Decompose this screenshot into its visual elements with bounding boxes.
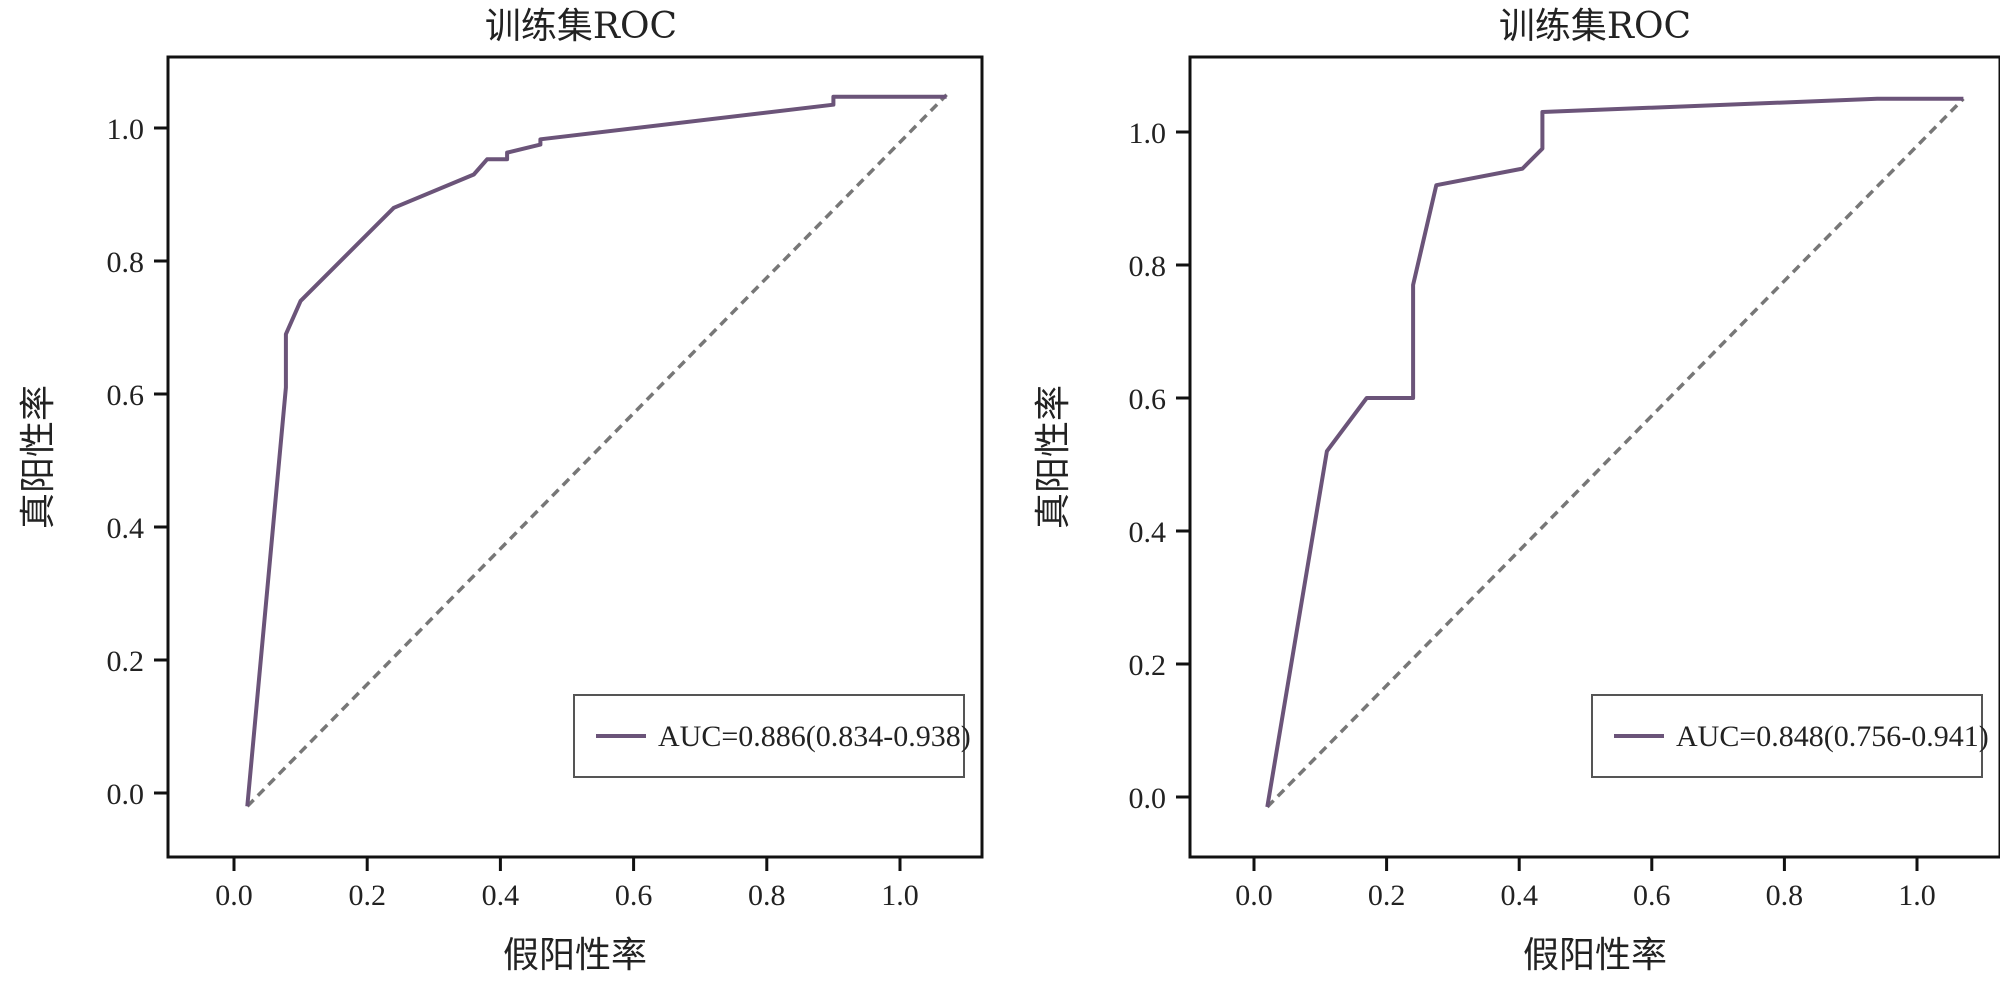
x-tick-label: 1.0 [881,879,919,912]
y-tick-label: 0.4 [1129,516,1167,549]
roc-panel-2: 训练集ROC 0.0 0.2 0.4 0.6 0.8 1.0 0.0 0.2 0.4 0.6 0.8 1… [1033,6,2000,976]
y-axis-label: 真阳性率 [18,385,59,529]
x-tick-label: 0.6 [1633,879,1671,912]
legend-label: AUC=0.848(0.756-0.941) [1676,720,1989,753]
x-tick-label: 0.8 [748,879,786,912]
x-tick-label: 0.0 [1235,879,1273,912]
x-tick-label: 0.2 [348,879,386,912]
roc-curve-line [1265,96,1964,808]
y-axis-label: 真阳性率 [1033,385,1074,529]
plot-frame [166,55,984,859]
y-tick-label: 0.6 [107,379,145,412]
reference-diagonal-line [1266,97,1965,809]
x-axis-label: 假阳性率 [503,935,647,976]
x-axis-label: 假阳性率 [1523,935,1667,976]
roc-curve-line [245,94,947,807]
y-tick-label: 0.0 [1129,782,1167,815]
y-tick-label: 0.8 [1129,250,1167,283]
y-tick-label: 1.0 [1129,117,1167,150]
x-tick-label: 0.4 [1500,879,1538,912]
chart-title: 训练集ROC [1499,6,1691,47]
y-tick-label: 0.6 [1129,383,1167,416]
y-tick-label: 0.8 [107,246,145,279]
x-tick-label: 0.2 [1368,879,1406,912]
plot-frame [1188,55,2000,859]
x-tick-label: 0.8 [1766,879,1804,912]
y-tick-label: 0.2 [1129,649,1167,682]
y-tick-label: 0.4 [107,512,145,545]
roc-panel-1: 训练集ROC 0.0 0.2 0.4 0.6 0.8 1.0 0.0 0.2 0.4 0.6 0.8 1… [18,6,984,976]
legend-label: AUC=0.886(0.834-0.938) [658,720,971,753]
x-tick-label: 1.0 [1898,879,1936,912]
chart-title: 训练集ROC [485,6,677,47]
x-tick-label: 0.6 [615,879,653,912]
x-tick-label: 0.0 [215,879,253,912]
y-tick-label: 1.0 [107,113,145,146]
y-tick-label: 0.0 [107,778,145,811]
y-tick-label: 0.2 [107,645,145,678]
x-tick-label: 0.4 [482,879,520,912]
reference-diagonal-line [246,93,948,808]
